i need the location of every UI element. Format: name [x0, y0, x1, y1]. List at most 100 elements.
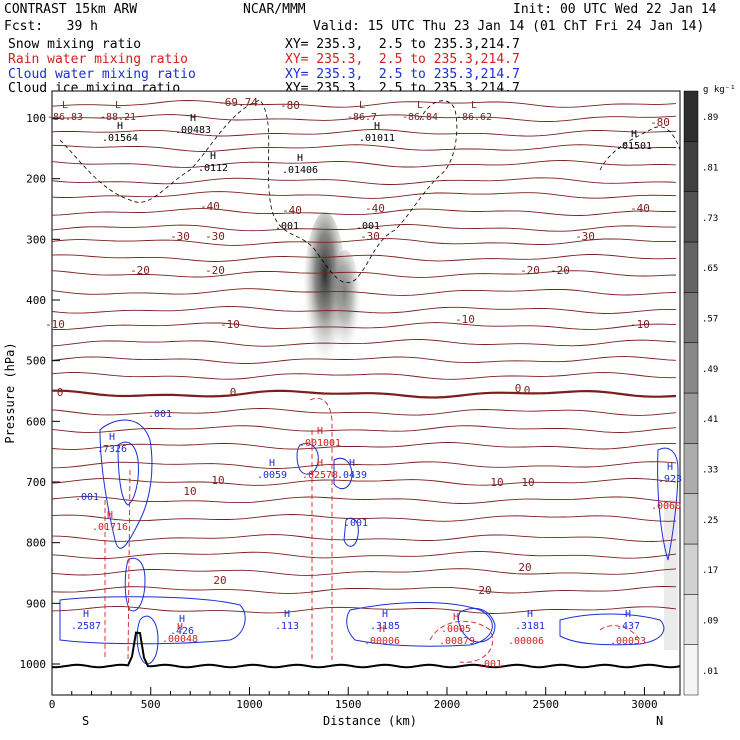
extremum-value: .02578 — [302, 470, 338, 481]
extremum-value: .0439 — [337, 470, 367, 481]
colorbar-unit: g kg⁻¹ — [703, 85, 736, 95]
temperature-contour — [52, 191, 677, 199]
extremum-mark: L — [471, 100, 477, 111]
temperature-label: -10 — [455, 313, 475, 326]
temperature-contour — [52, 339, 677, 347]
temperature-contours — [52, 100, 677, 614]
cloud-water-contour — [117, 441, 139, 506]
extremum-mark: H — [107, 510, 113, 521]
temperature-contour — [52, 254, 677, 262]
extremum-mark: H — [667, 462, 673, 473]
colorbar-swatch — [683, 543, 699, 595]
cloud-water-contour — [346, 602, 493, 647]
field-name-cloud-water: Cloud water mixing ratio — [8, 67, 196, 82]
colorbar-label: .25 — [702, 516, 718, 526]
temperature-label: -20 — [205, 264, 225, 277]
colorbar-swatch — [683, 292, 699, 343]
temperature-label: -30 — [575, 230, 595, 243]
rain-water-contour — [599, 625, 641, 641]
x-tick-label: 0 — [49, 698, 56, 711]
temperature-contour — [52, 238, 677, 246]
forecast-hour: Fcst: 39 h — [4, 19, 98, 34]
temperature-contour — [52, 208, 677, 216]
temperature-label: 20 — [213, 574, 226, 587]
valid-time: Valid: 15 UTC Thu 23 Jan 14 (01 ChT Fri … — [313, 19, 705, 34]
extremum-mark: H — [210, 151, 216, 162]
temperature-label: -40 — [200, 200, 220, 213]
extremum-value: .00048 — [162, 634, 198, 645]
y-axis-title: Pressure (hPa) — [3, 342, 17, 443]
cloud-water-contour — [333, 457, 353, 490]
colorbar-swatch — [683, 443, 699, 494]
temperature-label: 10 — [183, 485, 196, 498]
extremum-value: .3185 — [370, 621, 400, 632]
extremum-value: .001001 — [299, 438, 341, 449]
field-name-rain: Rain water mixing ratio — [8, 52, 189, 67]
temperature-contour — [52, 442, 676, 450]
colorbar-swatch — [683, 594, 699, 645]
colorbar-label: .41 — [702, 415, 718, 425]
temperature-contour — [52, 551, 677, 559]
extremum-value: .01011 — [359, 133, 395, 144]
extremum-mark: H — [317, 426, 323, 437]
extremum-value: .113 — [275, 621, 299, 632]
rain-water-contour — [429, 620, 494, 663]
temperature-label: -20 — [520, 264, 540, 277]
temperature-contour — [52, 372, 676, 380]
rain-water-contour — [309, 397, 333, 660]
colorbar-swatch — [683, 191, 699, 243]
temperature-contour — [52, 224, 676, 232]
extremum-value: -88.21 — [100, 112, 136, 123]
colorbar-label: .49 — [702, 365, 718, 375]
extremum-mark: H — [349, 458, 355, 469]
extremum-mark: H — [269, 458, 275, 469]
colorbar-label: .17 — [702, 566, 718, 576]
temperature-contour — [52, 586, 677, 594]
temperature-label: -40 — [282, 204, 302, 217]
extremum-mark: H — [379, 624, 385, 635]
cloud-ice-contours — [59, 99, 680, 283]
extremum-mark: H — [297, 153, 303, 164]
extremum-mark: H — [109, 432, 115, 443]
extremum-value: .2587 — [71, 621, 101, 632]
temperature-label: -80 — [650, 116, 670, 129]
temperature-label: 10 — [490, 476, 503, 489]
temperature-contour — [52, 534, 677, 542]
extremum-mark: H — [625, 609, 631, 620]
extremum-value: .0005 — [441, 624, 471, 635]
x-tick-label: 3000 — [631, 698, 658, 711]
temperature-contour — [52, 496, 677, 504]
model-title: CONTRAST 15km ARW — [4, 2, 138, 17]
extremum-mark: L — [359, 100, 365, 111]
extremum-value: .0060 — [651, 501, 681, 512]
cloud-water-contour — [657, 447, 679, 561]
y-tick-label: 500 — [26, 355, 46, 368]
temperature-label: 20 — [518, 561, 531, 574]
extremum-mark: H — [453, 612, 459, 623]
extremum-mark: L — [62, 100, 68, 111]
temperature-label: 0 — [230, 386, 237, 399]
extremum-mark: H — [317, 458, 323, 469]
cloud-water-contour — [343, 517, 359, 547]
y-tick-label: 200 — [26, 173, 46, 186]
temperature-label: 0 — [524, 384, 531, 397]
temperature-label: -69.74 — [218, 96, 258, 109]
temperature-contour — [52, 606, 677, 614]
extremum-value: -86.62 — [456, 112, 492, 123]
temperature-label: 0 — [57, 386, 64, 399]
cloud-water-contour — [124, 557, 146, 612]
temperature-contour — [52, 322, 677, 330]
temperature-contour — [52, 288, 677, 296]
colorbar: .01 .09 .17 .25 .33 .41 .49 .57 .65 .73 .81 .89 — [683, 90, 718, 696]
temperature-label: -10 — [220, 318, 240, 331]
colorbar-swatch — [683, 90, 699, 142]
temperature-label: 10 — [521, 476, 534, 489]
cloud-water-contour — [296, 443, 319, 475]
colorbar-swatch — [683, 392, 699, 444]
field-xy-snow: XY= 235.3, 2.5 to 235.3,214.7 — [285, 37, 520, 52]
colorbar-swatch — [683, 342, 699, 394]
colorbar-label: .81 — [702, 164, 718, 174]
extremum-value: .00006 — [364, 636, 400, 647]
field-name-snow: Snow mixing ratio — [8, 37, 142, 52]
